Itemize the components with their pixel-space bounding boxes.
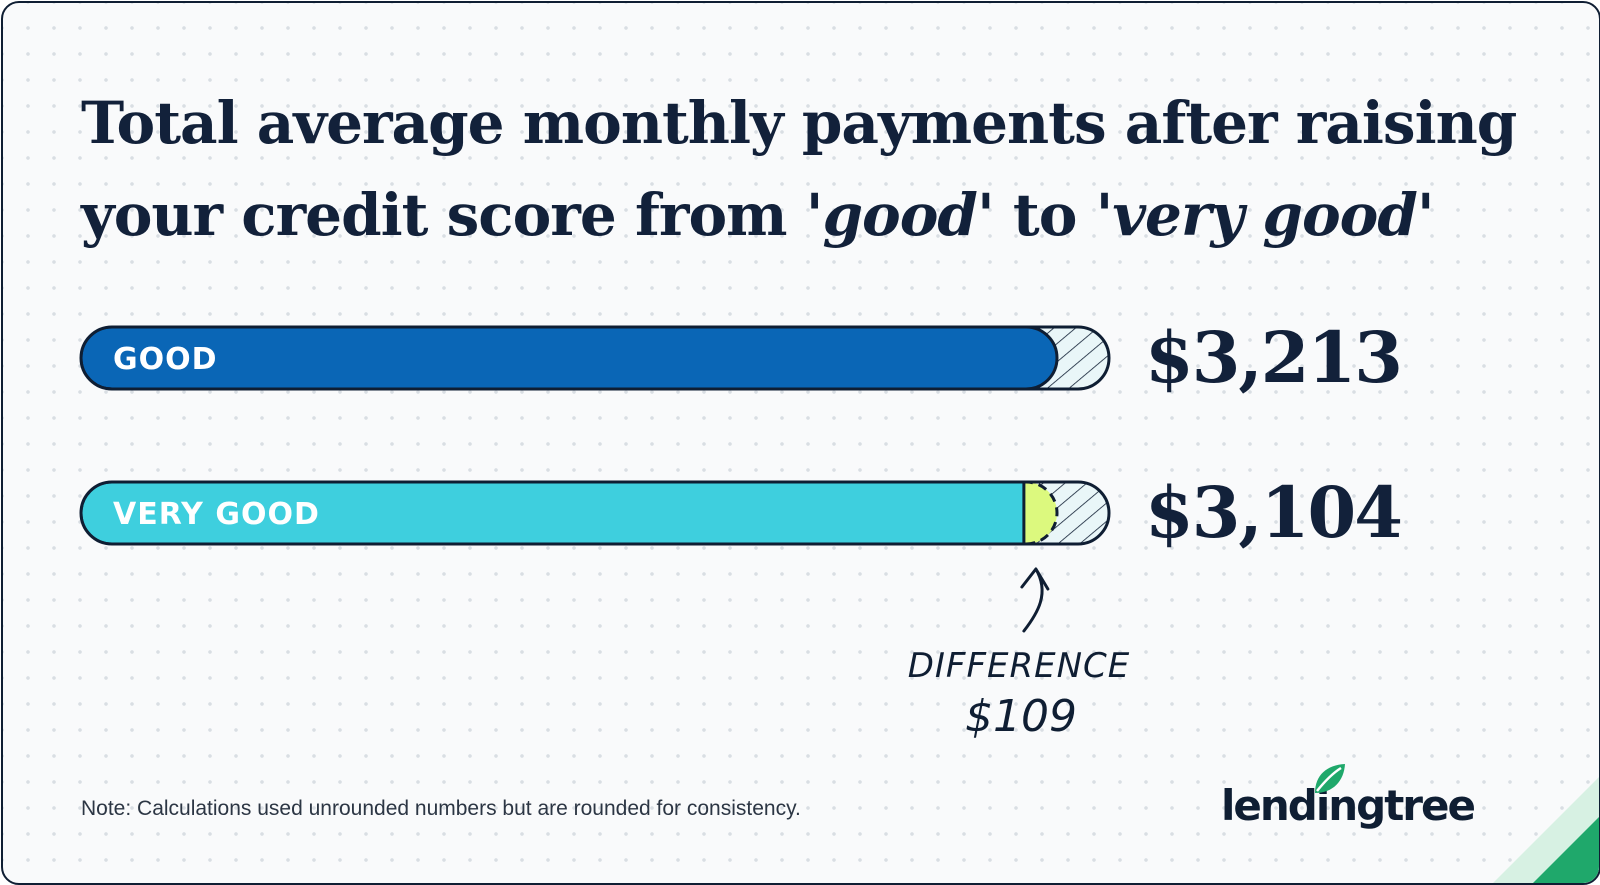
bar-good [81,327,1059,389]
value-label-good: $3,213 [1145,316,1401,399]
value-label-very-good: $3,104 [1145,471,1401,554]
bar-track-1 [81,327,1109,389]
title-very-good: very good [1112,181,1418,249]
difference-annotation: DIFFERENCE $109 [908,567,1131,742]
bar-outline [79,480,1111,546]
arrow-icon [1020,567,1050,633]
difference-value: $109 [965,691,1077,742]
bar-track-2 [81,482,1109,544]
bar-chart: GOOD $3,213 VERY GOOD $3,104 DIFFERENCE $10… [79,316,1403,742]
bar-label-good: GOOD [113,342,218,377]
footnote: Note: Calculations used unrounded number… [81,797,801,820]
lendingtree-logo: lendingtree [1221,764,1476,845]
logo-text: lendingtree [1221,781,1476,830]
chart-title: Total average monthly payments after rai… [81,77,1521,261]
title-text-1: Total average monthly payments after rai… [81,89,1517,249]
difference-label: DIFFERENCE [908,646,1131,686]
bar-outline [79,325,1111,391]
bar-label-very-good: VERY GOOD [113,497,320,532]
title-good: good [822,181,977,249]
corner-decoration [1493,777,1599,883]
leaf-icon [1315,764,1345,793]
title-text-2: ' to ' [976,181,1113,249]
title-text-3: ' [1416,181,1435,249]
